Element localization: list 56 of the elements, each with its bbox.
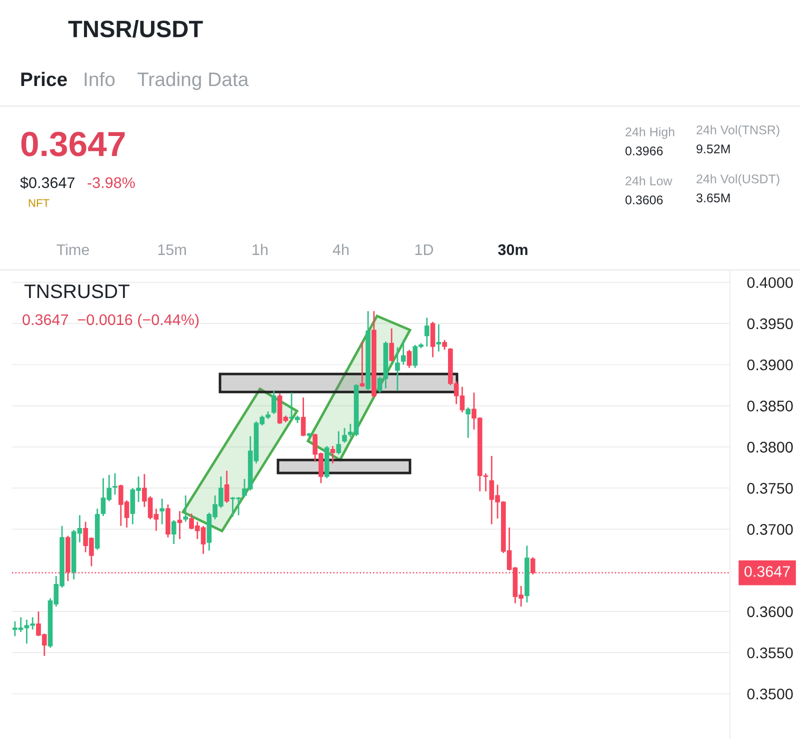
candlestick (112, 472, 118, 496)
candlestick (342, 427, 347, 444)
text: 0.3606 (625, 196, 663, 204)
y-tick-label: 0.3700 (747, 524, 793, 535)
text: 3.65M (696, 194, 730, 202)
candlestick (160, 498, 164, 525)
text: -3.98% (88, 177, 135, 188)
text: 1D (415, 244, 434, 255)
candlestick (430, 321, 436, 358)
candlestick (183, 494, 188, 522)
y-tick-label: 0.3750 (747, 482, 793, 494)
y-tick-label: 0.3800 (747, 442, 793, 453)
ref-line-label: 0.3647 (744, 566, 790, 577)
annotation: 0.3647 −0.0016 (−0.44%) (22, 314, 199, 328)
text: Time (56, 244, 90, 256)
text: 24h High (626, 127, 674, 139)
chart-title: TNSR/USDT (68, 20, 203, 38)
text: 24h Low (626, 176, 672, 186)
candlestick (466, 406, 471, 439)
candlestick (406, 349, 412, 369)
y-tick-label: 0.3500 (747, 688, 793, 700)
text: 24h Vol(USDT) (696, 174, 780, 186)
candlestick (442, 339, 447, 351)
y-tick-label: 0.3600 (747, 606, 793, 618)
y-tick-label: 0.3850 (747, 400, 793, 412)
text: 30m (498, 244, 528, 256)
text: 4h (332, 244, 349, 255)
text: 24h Vol(TNSR) (696, 125, 780, 137)
y-tick-label: 0.3950 (747, 318, 793, 330)
y-tick-label: 0.4000 (747, 277, 793, 288)
candlestick (400, 339, 406, 366)
candlestick (436, 324, 442, 352)
text: Info (84, 72, 115, 86)
candlestick (424, 317, 430, 348)
candlestick (224, 470, 230, 504)
text: NFT (28, 199, 50, 207)
y-tick-label: 0.3550 (747, 647, 793, 658)
text: 1h (252, 244, 268, 255)
candlestick (177, 510, 182, 540)
candlestick (360, 340, 365, 388)
candlestick (336, 430, 342, 456)
text: 0.3647 (21, 132, 125, 156)
candlestick (389, 328, 394, 362)
candlestick (395, 346, 400, 392)
candlestick (300, 396, 306, 437)
text: 0.3966 (625, 146, 663, 156)
candlestick (171, 519, 176, 545)
text: $0.3647 (20, 176, 74, 190)
text: 9.52M (696, 144, 730, 154)
candlestick (271, 390, 276, 415)
annotation: TNSRUSDT (24, 284, 130, 298)
candlestick (330, 445, 336, 464)
text: 15m (158, 244, 186, 256)
y-tick-label: 0.3900 (747, 359, 793, 370)
text: Trading Data (137, 72, 249, 90)
text: Price (21, 72, 67, 86)
